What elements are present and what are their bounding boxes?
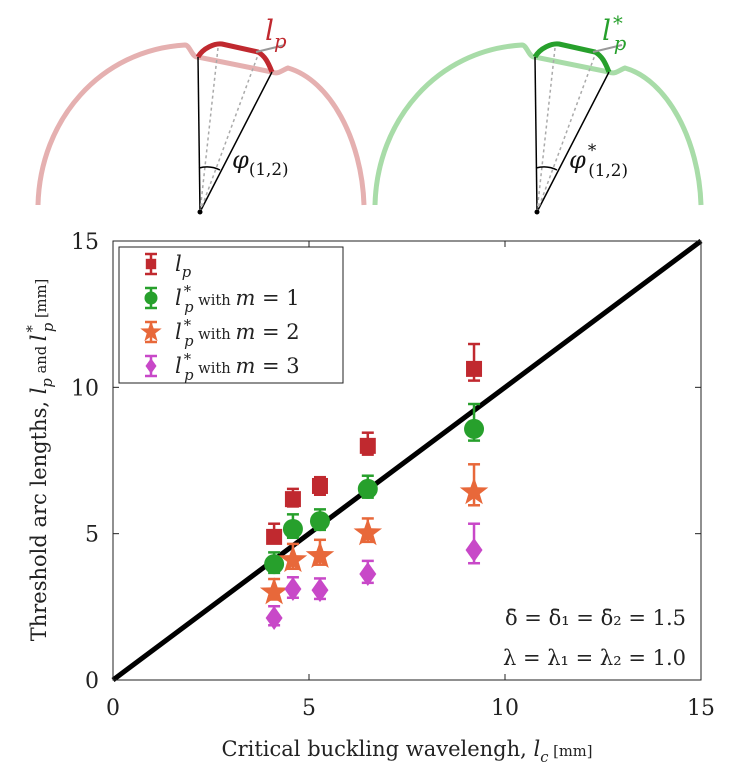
legend-label: l * p with m = 2 — [175, 317, 300, 350]
data-point-diamond — [284, 576, 302, 601]
arch-illustration: lp φ(1,2) — [35, 14, 367, 215]
x-tick-label: 15 — [687, 696, 715, 721]
x-tick-label: 0 — [106, 696, 120, 721]
data-point-square — [311, 475, 328, 496]
legend-label: lp — [175, 252, 192, 281]
legend-entry: l * p with m = 3 — [145, 351, 300, 384]
data-point-star — [459, 463, 489, 507]
legend: lpl * p with m = 1l * p with m = 2l * p with m… — [118, 246, 344, 384]
axes-box — [112, 240, 702, 681]
series-square — [266, 342, 483, 545]
series-diamond — [265, 522, 483, 630]
legend-box — [118, 246, 344, 384]
data-point-circle — [357, 474, 378, 499]
data-point-star — [278, 542, 308, 573]
legend-entry: lp — [145, 252, 192, 281]
ticks: 0 5 10 15 0 5 10 15 — [71, 230, 715, 721]
angle-label: φ(1,2) — [232, 146, 289, 179]
data-point-diamond — [359, 559, 377, 587]
data-point-square — [266, 522, 283, 545]
legend-entry: l * p with m = 1 — [144, 283, 300, 316]
data-point-star — [305, 538, 335, 569]
y-tick-label: 0 — [85, 669, 99, 694]
data-point-diamond — [311, 577, 329, 603]
data-point-circle — [464, 402, 485, 442]
data-point-circle — [282, 513, 303, 540]
legend-label: l * p with m = 1 — [175, 283, 300, 316]
reference-line — [111, 238, 703, 683]
arc-length-label: lp — [265, 14, 287, 53]
annotation-lambda: λ = λ₁ = λ₂ = 1.0 — [503, 646, 686, 670]
arch-illustration: l * p φ * (1,2) — [372, 12, 704, 215]
y-axis-label: Threshold arc lengths, lp and l*p [mm] — [24, 279, 57, 642]
x-tick-label: 10 — [491, 696, 519, 721]
arch-illustrations: lp φ(1,2) l * p φ * (1,2) — [35, 12, 704, 215]
x-axis-label: Critical buckling wavelengh, lc [mm] — [222, 737, 593, 766]
series-star — [259, 463, 489, 605]
data-point-diamond — [265, 604, 283, 630]
annotation-delta: δ̄ = δ̄₁ = δ̄₂ = 1.5 — [505, 606, 686, 630]
arc-length-label: l * p — [602, 12, 627, 55]
data-point-circle — [264, 551, 285, 575]
x-tick-label: 5 — [302, 696, 316, 721]
data-point-star — [353, 517, 383, 546]
y-tick-label: 5 — [85, 523, 99, 548]
legend-label: l * p with m = 3 — [175, 351, 300, 384]
data-point-star — [259, 577, 289, 605]
data-point-square — [466, 342, 483, 382]
y-tick-label: 15 — [71, 230, 99, 255]
angle-label: φ * (1,2) — [569, 140, 628, 180]
data-point-square — [359, 431, 376, 456]
data-marks — [259, 342, 489, 630]
data-point-square — [284, 487, 301, 508]
series-circle — [264, 402, 485, 575]
legend-entry: l * p with m = 2 — [140, 317, 300, 350]
data-point-circle — [309, 508, 330, 532]
y-tick-label: 10 — [71, 376, 99, 401]
data-point-diamond — [465, 522, 483, 565]
